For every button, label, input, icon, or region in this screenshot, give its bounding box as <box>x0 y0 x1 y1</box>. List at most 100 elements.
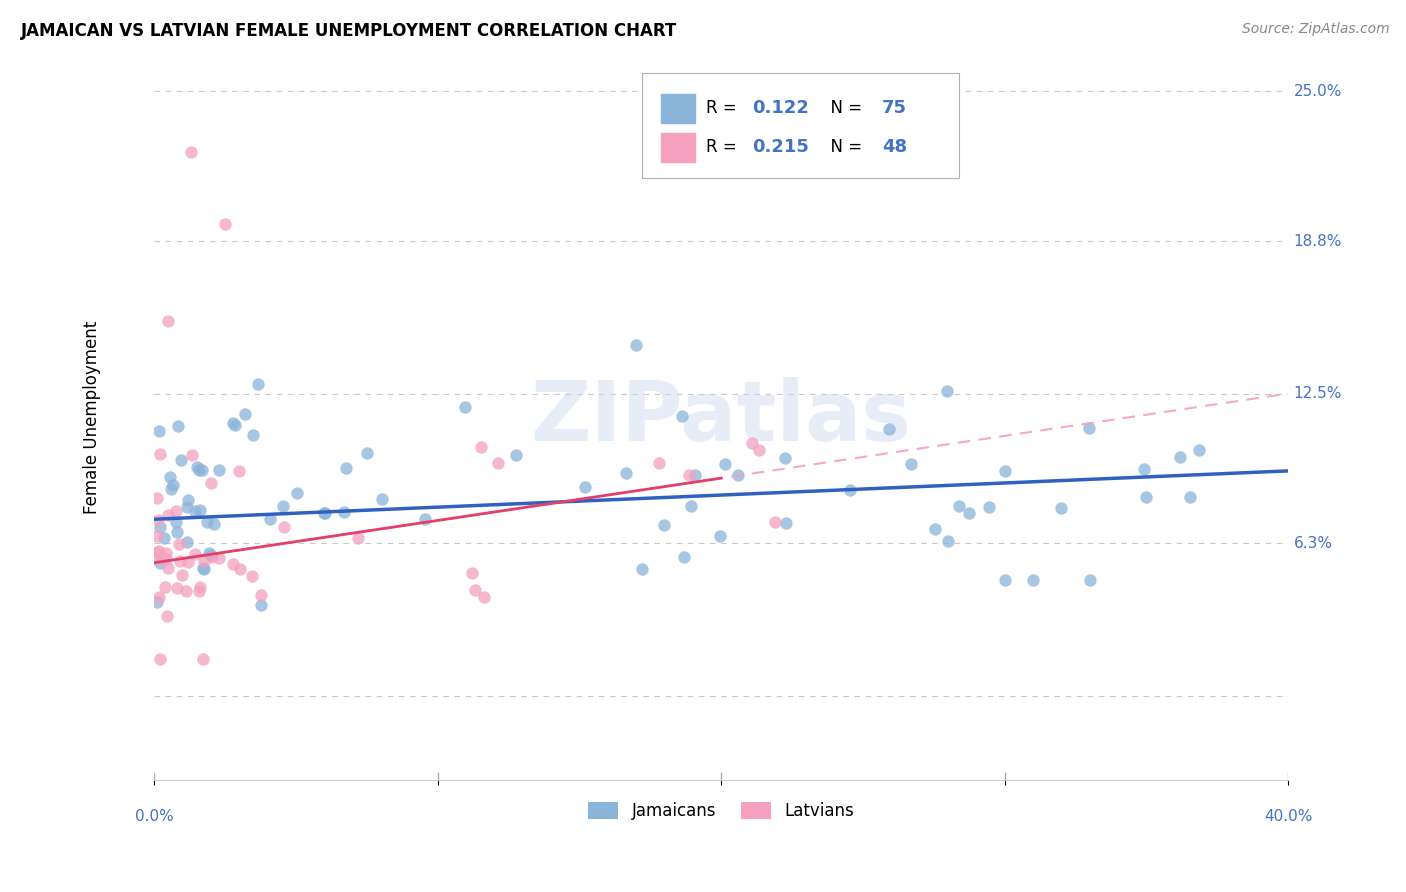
Point <box>333 505 356 519</box>
Text: 0.0%: 0.0% <box>135 809 173 824</box>
Point <box>191 463 214 477</box>
Point <box>222 557 245 571</box>
Point <box>148 424 170 438</box>
Point <box>155 552 177 566</box>
Point <box>188 503 211 517</box>
Point <box>200 548 222 562</box>
Text: R =: R = <box>706 138 742 156</box>
Point <box>672 549 695 564</box>
Point <box>839 483 862 498</box>
Point <box>413 512 436 526</box>
Point <box>242 428 264 442</box>
Point <box>146 594 169 608</box>
Text: 18.8%: 18.8% <box>1294 234 1341 249</box>
Point <box>464 583 486 598</box>
Point <box>924 522 946 536</box>
Text: 40.0%: 40.0% <box>1264 809 1312 824</box>
Point <box>221 417 243 431</box>
Point <box>148 590 170 604</box>
Point <box>149 446 172 460</box>
Point <box>193 562 215 576</box>
Point <box>224 418 246 433</box>
Point <box>149 652 172 666</box>
Point <box>233 407 256 421</box>
Point <box>936 533 959 548</box>
Text: 0.215: 0.215 <box>752 138 808 156</box>
Point <box>948 499 970 513</box>
Point <box>186 459 208 474</box>
Point <box>1187 442 1209 457</box>
Point <box>461 566 484 580</box>
Point <box>1168 450 1191 465</box>
Point <box>727 467 749 482</box>
Point <box>1178 490 1201 504</box>
Point <box>347 531 370 545</box>
Point <box>165 504 187 518</box>
Point <box>184 504 207 518</box>
Point <box>148 543 170 558</box>
Point <box>356 446 378 460</box>
Point <box>748 443 770 458</box>
Point <box>176 500 198 514</box>
Point <box>177 493 200 508</box>
Point <box>250 599 273 613</box>
Point <box>148 513 170 527</box>
Text: 6.3%: 6.3% <box>1294 536 1333 551</box>
Point <box>228 464 250 478</box>
Point <box>1078 421 1101 435</box>
Point <box>153 531 176 545</box>
Point <box>335 460 357 475</box>
Point <box>201 549 224 564</box>
Point <box>228 562 250 576</box>
Point <box>246 376 269 391</box>
Text: ZIPatlas: ZIPatlas <box>530 377 911 458</box>
Point <box>1132 462 1154 476</box>
Point <box>314 506 336 520</box>
Point <box>155 546 177 560</box>
Text: 25.0%: 25.0% <box>1294 84 1341 99</box>
Text: Source: ZipAtlas.com: Source: ZipAtlas.com <box>1241 22 1389 37</box>
Point <box>314 507 336 521</box>
Point <box>273 519 295 533</box>
Point <box>193 554 215 568</box>
Point <box>371 492 394 507</box>
Point <box>156 609 179 624</box>
Point <box>153 580 176 594</box>
Point <box>271 500 294 514</box>
Point <box>204 516 226 531</box>
Point <box>166 581 188 595</box>
Point <box>486 456 509 470</box>
Point <box>936 384 959 398</box>
Point <box>174 583 197 598</box>
Point <box>714 457 737 471</box>
Point <box>166 524 188 539</box>
Point <box>148 556 170 570</box>
Point <box>993 464 1015 478</box>
Point <box>879 422 901 436</box>
Point <box>160 482 183 496</box>
Point <box>671 409 693 423</box>
Point <box>250 589 273 603</box>
Point <box>631 562 654 576</box>
Point <box>678 467 700 482</box>
Point <box>193 561 215 575</box>
Point <box>1050 500 1073 515</box>
Point <box>146 545 169 559</box>
Text: 0.122: 0.122 <box>752 99 808 117</box>
Point <box>149 519 172 533</box>
Point <box>195 515 218 529</box>
Point <box>683 468 706 483</box>
Point <box>184 547 207 561</box>
Point <box>146 491 169 505</box>
Point <box>146 529 169 543</box>
Point <box>472 590 495 604</box>
Point <box>159 470 181 484</box>
Text: N =: N = <box>820 99 868 117</box>
Point <box>193 652 215 666</box>
Point <box>624 338 647 352</box>
Point <box>169 554 191 568</box>
Point <box>285 486 308 500</box>
Point <box>181 448 204 462</box>
Point <box>505 448 527 462</box>
Point <box>773 451 796 466</box>
